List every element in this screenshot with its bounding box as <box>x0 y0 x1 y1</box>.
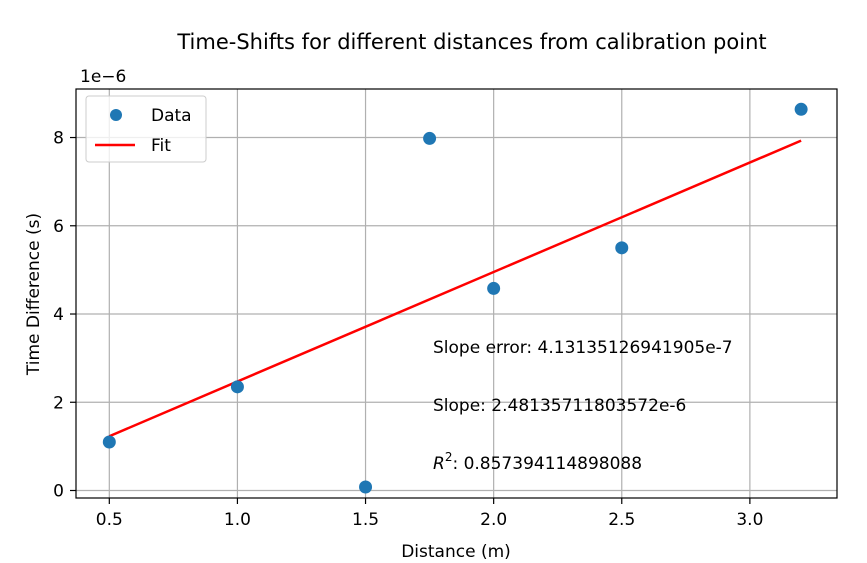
y-axis-offset-label: 1e−6 <box>80 67 126 87</box>
x-tick-label: 3.0 <box>736 510 763 530</box>
slope-error-annotation: Slope error: 4.13135126941905e-7 <box>433 338 733 358</box>
data-point <box>615 241 629 255</box>
r-squared-symbol: R <box>433 454 445 474</box>
legend-data-label: Data <box>151 106 192 126</box>
x-axis-ticks: 0.5 1.0 1.5 2.0 2.5 3.0 <box>96 498 763 530</box>
chart-title: Time-Shifts for different distances from… <box>176 30 766 54</box>
r-squared-annotation: R2: 0.857394114898088 <box>433 450 642 474</box>
y-tick-label: 6 <box>53 217 64 237</box>
x-tick-label: 1.5 <box>352 510 379 530</box>
legend-data-marker <box>110 109 122 121</box>
y-tick-label: 8 <box>53 129 64 149</box>
data-point <box>423 131 437 145</box>
legend-fit-label: Fit <box>151 136 171 156</box>
y-tick-label: 4 <box>53 305 64 325</box>
fit-line <box>108 139 802 438</box>
data-point <box>102 435 116 449</box>
data-points <box>102 102 808 494</box>
x-axis-label: Distance (m) <box>401 542 511 562</box>
data-point <box>359 480 373 494</box>
data-point <box>230 380 244 394</box>
slope-annotation: Slope: 2.48135711803572e-6 <box>433 396 686 416</box>
legend: Data Fit <box>85 95 207 163</box>
x-tick-label: 2.5 <box>608 510 635 530</box>
data-point <box>794 102 808 116</box>
x-tick-label: 0.5 <box>96 510 123 530</box>
y-axis-ticks: 0 2 4 6 8 <box>53 129 76 501</box>
plot-frame <box>75 88 838 499</box>
y-tick-label: 0 <box>53 481 64 501</box>
r-squared-superscript: 2 <box>445 450 453 464</box>
x-tick-label: 1.0 <box>224 510 251 530</box>
data-point <box>487 281 501 295</box>
r-squared-value: : 0.857394114898088 <box>452 454 642 474</box>
x-tick-label: 2.0 <box>480 510 507 530</box>
fit-line-layer <box>108 139 802 438</box>
y-tick-label: 2 <box>53 393 64 413</box>
y-axis-label: Time Difference (s) <box>24 213 44 376</box>
